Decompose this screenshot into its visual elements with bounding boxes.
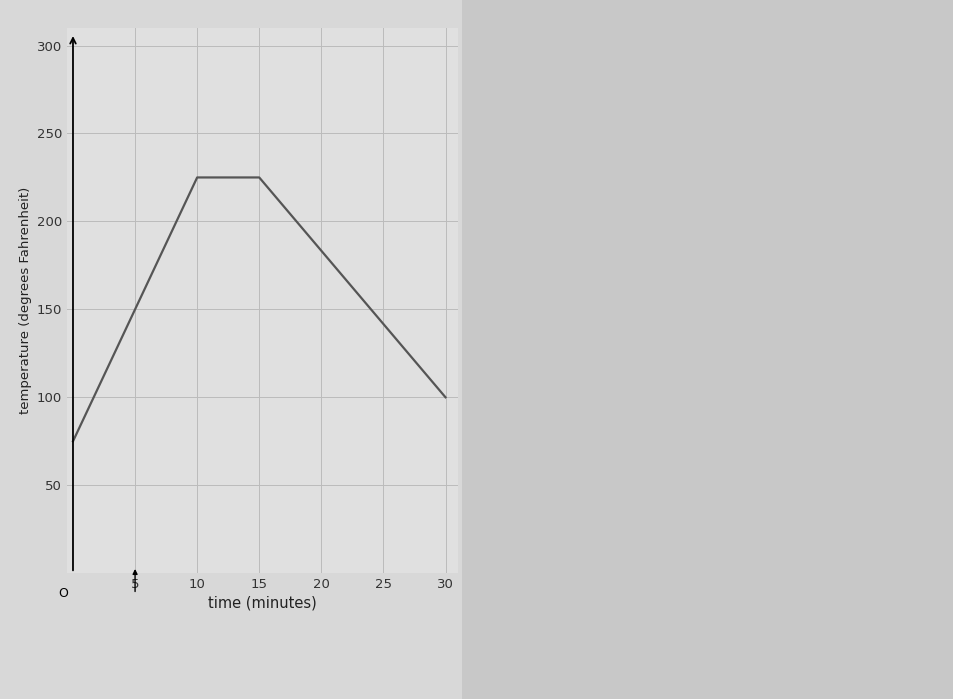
Text: Is 250 in the range of function  W ?: Is 250 in the range of function W ? — [481, 185, 773, 203]
Text: YES: YES — [565, 484, 598, 500]
Text: 🖼: 🖼 — [506, 393, 515, 408]
FancyBboxPatch shape — [702, 201, 939, 252]
FancyBboxPatch shape — [643, 381, 721, 419]
FancyBboxPatch shape — [559, 381, 628, 419]
Text: After 30 minutes, the pot is taken off the stove.: After 30 minutes, the pot is taken off t… — [481, 112, 862, 127]
FancyBboxPatch shape — [702, 467, 939, 517]
Text: Does  W(t) ≡ 0  have a solution?: Does W(t) ≡ 0 have a solution? — [481, 444, 750, 462]
Text: The graph of the function is shown.: The graph of the function is shown. — [481, 147, 764, 161]
Text: NO: NO — [807, 484, 834, 500]
FancyBboxPatch shape — [476, 201, 687, 252]
FancyBboxPatch shape — [476, 467, 687, 517]
FancyBboxPatch shape — [476, 381, 545, 419]
Text: The function  W  gives the temperature, in degrees: The function W gives the temperature, in… — [481, 17, 892, 32]
X-axis label: time (minutes): time (minutes) — [208, 596, 316, 610]
FancyBboxPatch shape — [476, 281, 941, 398]
Text: $\sqrt{\bar{x}}$: $\sqrt{\bar{x}}$ — [671, 389, 695, 411]
Text: Describe the range of the function.: Describe the range of the function. — [481, 267, 772, 285]
Text: Fahrenheit, of a pot of water on a stove  t  minutes: Fahrenheit, of a pot of water on a stove… — [481, 45, 890, 60]
Y-axis label: temperature (degrees Fahrenheit): temperature (degrees Fahrenheit) — [19, 187, 32, 415]
Text: YES: YES — [565, 219, 598, 234]
Text: after the stove is turned on.: after the stove is turned on. — [481, 73, 705, 88]
Text: NO: NO — [807, 219, 834, 234]
Text: O: O — [58, 587, 68, 600]
Text: 🎤: 🎤 — [590, 393, 598, 408]
Text: The range of the function is (75,225): The range of the function is (75,225) — [491, 289, 772, 304]
